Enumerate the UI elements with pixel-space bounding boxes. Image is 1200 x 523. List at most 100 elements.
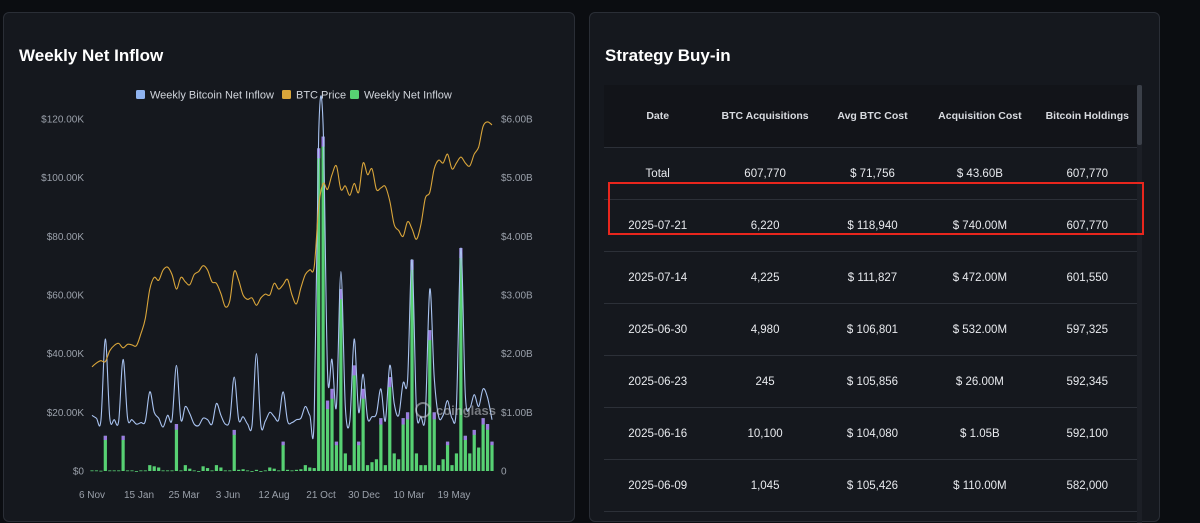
column-header-acquisition-cost[interactable]: Acquisition Cost xyxy=(926,85,1034,148)
inflow-bar[interactable] xyxy=(223,470,227,472)
inflow-bar[interactable] xyxy=(197,471,201,472)
table-row[interactable]: 2025-06-30 4,980 $ 106,801 $ 532.00M 597,325 xyxy=(604,303,1141,356)
inflow-bar[interactable] xyxy=(463,435,467,471)
inflow-bar[interactable] xyxy=(308,467,312,471)
inflow-bar[interactable] xyxy=(432,412,436,471)
inflow-bar[interactable] xyxy=(299,469,303,471)
inflow-bar-cap[interactable] xyxy=(405,412,410,420)
inflow-bar-cap[interactable] xyxy=(481,418,485,425)
inflow-bar[interactable] xyxy=(228,470,232,472)
inflow-bar[interactable] xyxy=(99,470,103,472)
inflow-bar[interactable] xyxy=(214,465,219,471)
inflow-bar[interactable] xyxy=(174,424,179,471)
inflow-bar-cap[interactable] xyxy=(432,412,436,420)
legend-label[interactable]: Weekly Net Inflow xyxy=(364,90,452,102)
inflow-bar[interactable] xyxy=(117,470,121,472)
inflow-bar[interactable] xyxy=(161,470,165,472)
inflow-bar[interactable] xyxy=(388,377,392,471)
inflow-bar[interactable] xyxy=(277,470,281,472)
legend-label[interactable]: Weekly Bitcoin Net Inflow xyxy=(150,90,274,102)
inflow-bar[interactable] xyxy=(343,453,347,471)
inflow-bar[interactable] xyxy=(437,465,441,471)
inflow-bar-cap[interactable] xyxy=(121,435,125,441)
inflow-bar-cap[interactable] xyxy=(379,418,383,425)
inflow-bar[interactable] xyxy=(219,467,223,471)
table-scrollbar-track[interactable] xyxy=(1137,85,1142,523)
inflow-bar[interactable] xyxy=(205,468,210,471)
table-row[interactable]: 2025-07-14 4,225 $ 111,827 $ 472.00M 601,550 xyxy=(604,251,1141,304)
inflow-bar[interactable] xyxy=(139,470,143,472)
inflow-bar-cap[interactable] xyxy=(490,441,494,446)
inflow-bar[interactable] xyxy=(428,330,432,471)
inflow-bar[interactable] xyxy=(183,465,187,471)
inflow-bar[interactable] xyxy=(477,447,481,471)
inflow-bar[interactable] xyxy=(361,388,365,471)
inflow-bar[interactable] xyxy=(192,470,196,472)
inflow-bar-cap[interactable] xyxy=(485,424,490,430)
inflow-bar[interactable] xyxy=(392,453,396,471)
inflow-bar[interactable] xyxy=(379,418,383,471)
column-header-bitcoin-holdings[interactable]: Bitcoin Holdings xyxy=(1033,85,1141,148)
inflow-bar[interactable] xyxy=(383,465,387,471)
inflow-bar[interactable] xyxy=(90,470,94,472)
legend-swatch[interactable] xyxy=(136,90,145,99)
inflow-bar-cap[interactable] xyxy=(401,418,405,425)
inflow-bar[interactable] xyxy=(365,465,370,471)
inflow-bar-cap[interactable] xyxy=(334,441,339,446)
inflow-bar-cap[interactable] xyxy=(339,289,343,300)
inflow-bar-cap[interactable] xyxy=(445,441,450,446)
inflow-bar[interactable] xyxy=(317,148,321,472)
inflow-bar[interactable] xyxy=(485,424,490,471)
inflow-bar-cap[interactable] xyxy=(174,424,179,430)
inflow-bar[interactable] xyxy=(134,471,139,472)
inflow-bar[interactable] xyxy=(237,469,241,471)
inflow-bar[interactable] xyxy=(201,466,205,471)
inflow-bar[interactable] xyxy=(325,400,330,471)
column-header-btc-acquisitions[interactable]: BTC Acquisitions xyxy=(711,85,819,148)
inflow-bar[interactable] xyxy=(232,429,236,471)
inflow-bar[interactable] xyxy=(179,470,183,472)
inflow-bar[interactable] xyxy=(472,429,476,471)
inflow-bar[interactable] xyxy=(125,470,130,472)
inflow-bar[interactable] xyxy=(401,418,405,471)
inflow-bar-cap[interactable] xyxy=(330,388,334,399)
inflow-bar[interactable] xyxy=(414,453,419,471)
inflow-bar[interactable] xyxy=(312,468,316,471)
inflow-bar-cap[interactable] xyxy=(428,330,432,341)
inflow-bar[interactable] xyxy=(170,470,174,472)
buyin-table-container[interactable]: Date BTC Acquisitions Avg BTC Cost Acqui… xyxy=(604,85,1141,523)
inflow-bar[interactable] xyxy=(157,467,161,471)
inflow-bar[interactable] xyxy=(445,441,450,471)
inflow-bar[interactable] xyxy=(121,435,125,471)
inflow-bar[interactable] xyxy=(339,289,343,471)
inflow-bar[interactable] xyxy=(250,471,254,472)
inflow-bar[interactable] xyxy=(357,441,361,471)
inflow-bar[interactable] xyxy=(165,470,170,472)
inflow-bar[interactable] xyxy=(268,467,272,471)
inflow-bar[interactable] xyxy=(481,418,485,471)
inflow-bar[interactable] xyxy=(245,470,250,472)
inflow-bar-cap[interactable] xyxy=(388,377,392,388)
inflow-bar-cap[interactable] xyxy=(357,441,361,446)
inflow-bar[interactable] xyxy=(94,470,99,472)
inflow-bar[interactable] xyxy=(330,388,334,471)
inflow-bar[interactable] xyxy=(348,465,352,471)
inflow-bar[interactable] xyxy=(352,365,356,471)
inflow-bar[interactable] xyxy=(294,469,299,471)
bitcoin-net-inflow-line[interactable] xyxy=(91,95,493,440)
btc-price-line[interactable] xyxy=(91,121,493,368)
inflow-bar[interactable] xyxy=(254,469,259,471)
column-header-avg-btc-cost[interactable]: Avg BTC Cost xyxy=(818,85,927,148)
inflow-bar[interactable] xyxy=(103,435,107,471)
inflow-bar[interactable] xyxy=(188,468,192,471)
legend-swatch[interactable] xyxy=(350,90,359,99)
inflow-bar[interactable] xyxy=(143,470,147,472)
inflow-bar-cap[interactable] xyxy=(232,429,236,435)
inflow-bar-cap[interactable] xyxy=(352,365,356,376)
inflow-bar[interactable] xyxy=(241,469,245,471)
table-row[interactable]: 2025-06-23 245 $ 105,856 $ 26.00M 592,345 xyxy=(604,355,1141,408)
inflow-bar[interactable] xyxy=(397,459,401,471)
inflow-bar[interactable] xyxy=(148,465,152,471)
inflow-bar[interactable] xyxy=(263,470,267,472)
table-row[interactable]: 2025-07-21 6,220 $ 118,940 $ 740.00M 607,770 xyxy=(604,199,1141,252)
